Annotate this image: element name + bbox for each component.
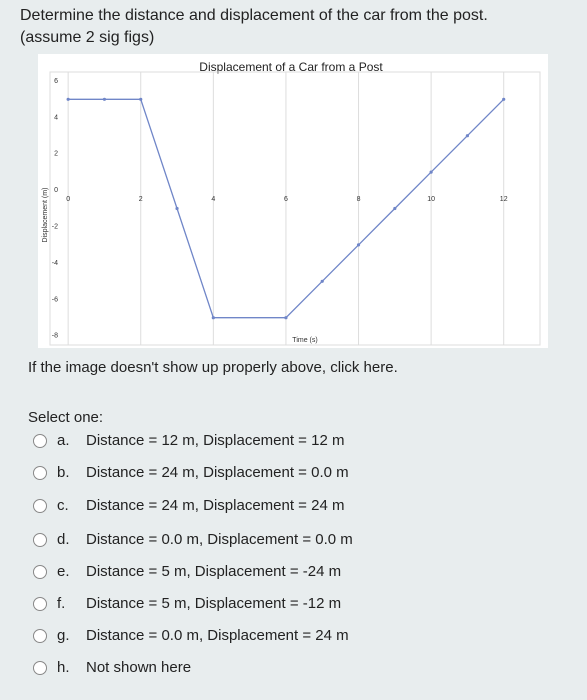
data-point (320, 279, 324, 283)
x-tick-label: 4 (211, 196, 215, 203)
x-tick-label: 12 (500, 196, 508, 203)
data-point (211, 316, 215, 320)
plot-border (49, 71, 541, 346)
question-line: (assume 2 sig figs) (20, 29, 154, 46)
radio-button[interactable] (33, 533, 47, 547)
radio-button[interactable] (33, 597, 47, 611)
option-letter[interactable]: c. (57, 497, 69, 514)
option-letter[interactable]: e. (57, 563, 70, 580)
y-tick-label: 2 (54, 151, 58, 158)
radio-button[interactable] (33, 499, 47, 513)
option-letter[interactable]: b. (57, 464, 70, 481)
option-letter[interactable]: a. (57, 432, 70, 449)
y-tick-label: -2 (52, 224, 58, 231)
x-tick-label: 2 (139, 196, 143, 203)
y-tick-label: 0 (54, 187, 58, 194)
option-text[interactable]: Distance = 5 m, Displacement = -12 m (86, 595, 341, 612)
data-point (139, 97, 143, 101)
data-point (356, 243, 361, 247)
option-text[interactable]: Distance = 0.0 m, Displacement = 0.0 m (86, 531, 353, 548)
data-point (393, 206, 397, 211)
option-letter[interactable]: h. (57, 659, 70, 676)
x-tick-label: 10 (427, 196, 435, 203)
option-letter[interactable]: f. (57, 595, 65, 612)
data-point (465, 134, 470, 138)
y-tick-label: -4 (52, 260, 58, 267)
y-tick-label: -8 (52, 333, 58, 340)
question-line: Determine the distance and displacement … (20, 7, 488, 24)
y-tick-label: 6 (54, 78, 58, 85)
data-point (102, 97, 107, 101)
data-point (175, 206, 179, 211)
option-text[interactable]: Distance = 12 m, Displacement = 12 m (86, 432, 344, 449)
y-tick-label: -6 (52, 296, 58, 303)
data-point (429, 170, 433, 174)
x-axis-label: Time (s) (292, 337, 317, 344)
radio-button[interactable] (33, 434, 47, 448)
radio-button[interactable] (33, 466, 47, 480)
radio-button[interactable] (33, 661, 47, 675)
chart-image (38, 54, 548, 348)
data-point (284, 316, 288, 320)
data-point (502, 97, 506, 101)
option-letter[interactable]: g. (57, 627, 70, 644)
x-tick-label: 0 (66, 196, 70, 203)
option-text[interactable]: Distance = 24 m, Displacement = 0.0 m (86, 464, 349, 481)
option-text[interactable]: Distance = 0.0 m, Displacement = 24 m (86, 627, 349, 644)
chart-title: Displacement of a Car from a Post (199, 60, 383, 74)
option-letter[interactable]: d. (57, 531, 70, 548)
y-tick-label: 4 (54, 114, 58, 121)
option-text[interactable]: Distance = 24 m, Displacement = 24 m (86, 497, 344, 514)
option-text[interactable]: Distance = 5 m, Displacement = -24 m (86, 563, 341, 580)
x-tick-label: 6 (284, 196, 288, 203)
x-tick-label: 8 (357, 196, 361, 203)
data-line (68, 98, 505, 319)
prompt: Select one: (28, 409, 103, 426)
note-link[interactable]: If the image doesn't show up properly ab… (28, 359, 398, 376)
data-point (66, 97, 70, 101)
radio-button[interactable] (33, 629, 47, 643)
radio-button[interactable] (33, 565, 47, 579)
y-axis-label: Displacement (m) (42, 188, 49, 243)
option-text[interactable]: Not shown here (86, 659, 191, 676)
